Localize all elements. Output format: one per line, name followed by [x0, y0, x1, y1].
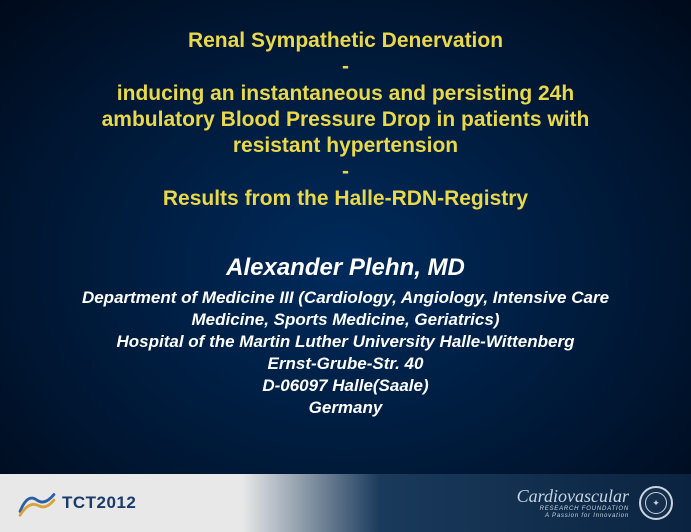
author-affil-6: Germany [82, 397, 609, 419]
author-affil-2: Medicine, Sports Medicine, Geriatrics) [82, 309, 609, 331]
author-affil-4: Ernst-Grube-Str. 40 [82, 353, 609, 375]
footer-right: Cardiovascular RESEARCH FOUNDATION A Pas… [517, 486, 673, 520]
author-name: Alexander Plehn, MD [82, 252, 609, 283]
title-line-1: Renal Sympathetic Denervation [102, 28, 590, 54]
seal-inner-icon: ✦ [645, 492, 667, 514]
title-sep-1: - [102, 54, 590, 80]
conference-label: TCT2012 [62, 493, 136, 513]
author-affil-5: D-06097 Halle(Saale) [82, 375, 609, 397]
author-affil-3: Hospital of the Martin Luther University… [82, 331, 609, 353]
wave-icon [18, 487, 56, 519]
author-block: Alexander Plehn, MD Department of Medici… [82, 252, 609, 420]
footer-bar: TCT2012 Cardiovascular RESEARCH FOUNDATI… [0, 474, 691, 532]
title-line-2: inducing an instantaneous and persisting… [102, 81, 590, 107]
org-line2: RESEARCH FOUNDATION [540, 506, 629, 512]
org-tagline: A Passion for Innovation [545, 513, 629, 519]
title-line-3: ambulatory Blood Pressure Drop in patien… [102, 107, 590, 133]
slide-content: Renal Sympathetic Denervation - inducing… [0, 0, 691, 532]
title-line-5: Results from the Halle-RDN-Registry [102, 186, 590, 212]
org-script: Cardiovascular [517, 487, 629, 507]
footer-left: TCT2012 [18, 487, 136, 519]
org-text: Cardiovascular RESEARCH FOUNDATION A Pas… [517, 487, 629, 520]
author-affil-1: Department of Medicine III (Cardiology, … [82, 287, 609, 309]
title-block: Renal Sympathetic Denervation - inducing… [102, 28, 590, 212]
title-line-4: resistant hypertension [102, 133, 590, 159]
seal-icon: ✦ [639, 486, 673, 520]
title-sep-2: - [102, 159, 590, 185]
